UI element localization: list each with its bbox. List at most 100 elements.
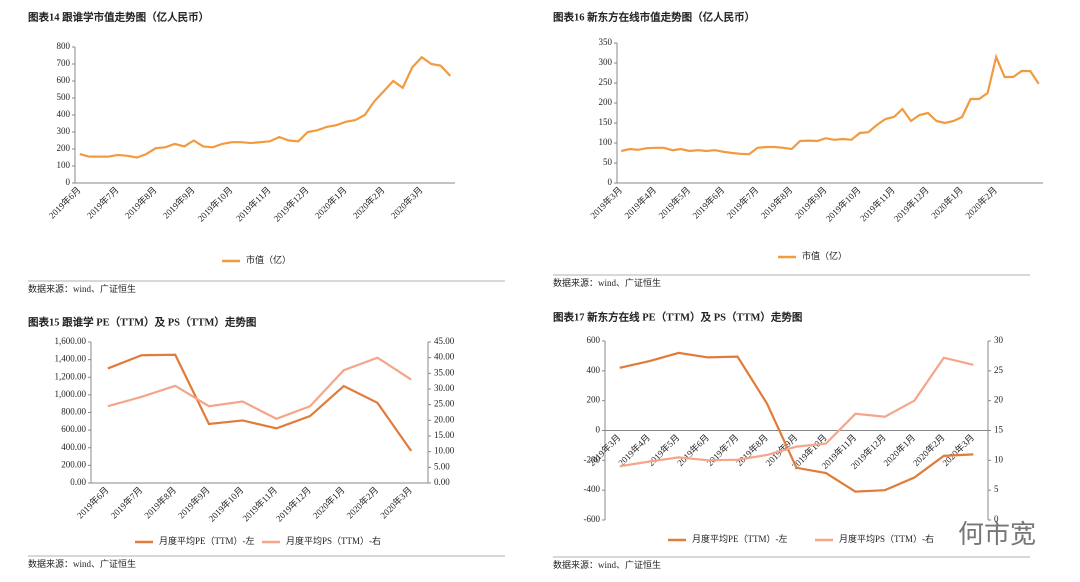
y-tick-label: 400 [587, 365, 601, 375]
legend-label: 月度平均PE（TTM）-左 [159, 535, 255, 546]
x-tick-label: 2020年3月 [378, 484, 414, 520]
y-tick-label: 400 [57, 109, 71, 119]
legend-label: 月度平均PS（TTM）-右 [839, 533, 934, 544]
series-line [107, 353, 413, 452]
series-line [619, 351, 974, 493]
x-tick-label: 2019年12月 [271, 184, 311, 224]
watermark: 何市宽 [958, 520, 1036, 549]
y-tick-label: 800.00 [61, 407, 86, 417]
y-tick-label: 600.00 [61, 424, 86, 434]
y2-tick-label: 20.00 [434, 414, 455, 424]
x-tick-label: 2019年6月 [74, 484, 110, 520]
x-tick-label: 2019年11月 [857, 184, 896, 223]
x-tick-label: 2020年3月 [388, 184, 424, 220]
source-note: 数据来源：wind、广证恒生 [553, 559, 661, 570]
y-tick-label: -400 [584, 484, 601, 494]
y-tick-label: 0 [596, 425, 601, 435]
y2-tick-label: 30.00 [434, 383, 455, 393]
y-tick-label: 300 [599, 57, 613, 67]
y-tick-label: 700 [57, 58, 71, 68]
x-tick-label: 2019年4月 [622, 184, 658, 220]
y-tick-label: 100 [57, 160, 71, 170]
x-tick-label: 2019年10月 [823, 184, 863, 224]
x-tick-label: 2019年6月 [46, 184, 82, 220]
series-line [79, 55, 452, 159]
y-tick-label: 200 [57, 143, 71, 153]
x-tick-label: 2020年3月 [940, 432, 976, 468]
source-note: 数据来源：wind、广证恒生 [553, 277, 661, 288]
x-tick-label: 2019年9月 [175, 484, 211, 520]
y-tick-label: 250 [599, 77, 613, 87]
y-tick-label: 50 [603, 157, 613, 167]
y-tick-label: 200.00 [61, 459, 86, 469]
source-note: 数据来源：wind、广证恒生 [28, 558, 136, 569]
x-tick-label: 2019年11月 [240, 484, 279, 523]
x-tick-label: 2020年1月 [312, 184, 348, 220]
x-tick-label: 2019年7月 [108, 484, 144, 520]
y2-tick-label: 5 [994, 484, 999, 494]
x-tick-label: 2019年7月 [724, 184, 760, 220]
y-tick-label: -600 [584, 514, 601, 524]
y2-tick-label: 25.00 [434, 399, 455, 409]
x-tick-label: 2019年7月 [84, 184, 120, 220]
x-tick-label: 2019年12月 [891, 184, 931, 224]
series-line [107, 356, 412, 420]
y2-tick-label: 0.00 [434, 477, 450, 487]
x-tick-label: 2020年2月 [344, 484, 380, 520]
y2-tick-label: 15.00 [434, 430, 455, 440]
y-tick-label: 1,200.00 [55, 371, 87, 381]
y2-tick-label: 45.00 [434, 336, 455, 346]
legend-label: 月度平均PS（TTM）-右 [286, 535, 381, 546]
chart-title: 图表17 新东方在线 PE（TTM）及 PS（TTM）走势图 [553, 310, 802, 323]
y2-tick-label: 10 [994, 454, 1004, 464]
x-tick-label: 2019年12月 [273, 484, 313, 524]
x-tick-label: 2019年11月 [233, 184, 272, 223]
y2-tick-label: 35.00 [434, 367, 455, 377]
x-tick-label: 2020年1月 [310, 484, 346, 520]
y2-tick-label: 30 [994, 335, 1004, 345]
legend-label: 市值（亿） [246, 254, 291, 265]
x-tick-label: 2020年2月 [350, 184, 386, 220]
x-tick-label: 2019年8月 [122, 184, 158, 220]
x-tick-label: 2019年10月 [206, 484, 246, 524]
x-tick-label: 2019年8月 [142, 484, 178, 520]
series-line [619, 356, 974, 468]
x-tick-label: 2019年9月 [160, 184, 196, 220]
x-tick-label: 2019年10月 [195, 184, 235, 224]
y2-tick-label: 15 [994, 425, 1004, 435]
chart-title: 图表15 跟谁学 PE（TTM）及 PS（TTM）走势图 [28, 315, 256, 328]
y-tick-label: 1,600.00 [55, 336, 87, 346]
y-tick-label: 0.00 [70, 477, 86, 487]
y-tick-label: 150 [599, 117, 613, 127]
y-tick-label: 200 [587, 395, 601, 405]
x-tick-label: 2019年9月 [792, 184, 828, 220]
y2-tick-label: 40.00 [434, 352, 455, 362]
x-tick-label: 2020年2月 [963, 184, 999, 220]
x-tick-label: 2019年6月 [690, 184, 726, 220]
x-tick-label: 2019年3月 [588, 184, 624, 220]
y-tick-label: 350 [599, 37, 613, 47]
y2-tick-label: 20 [994, 395, 1004, 405]
legend-label: 月度平均PE（TTM）-左 [692, 533, 788, 544]
x-tick-label: 2020年1月 [929, 184, 965, 220]
y-tick-label: 1,000.00 [55, 389, 87, 399]
y-tick-label: 400.00 [61, 442, 86, 452]
y2-tick-label: 0 [994, 514, 999, 524]
y-tick-label: 100 [599, 137, 613, 147]
y-tick-label: -200 [584, 454, 601, 464]
y-tick-label: 600 [57, 75, 71, 85]
chart-title: 图表14 跟谁学市值走势图（亿人民币） [28, 10, 209, 23]
y-tick-label: 800 [57, 41, 71, 51]
y2-tick-label: 10.00 [434, 446, 455, 456]
legend-label: 市值（亿） [802, 250, 847, 261]
y-tick-label: 1,400.00 [55, 354, 87, 364]
y-tick-label: 0 [608, 177, 613, 187]
y-tick-label: 0 [66, 177, 71, 187]
y-tick-label: 200 [599, 97, 613, 107]
y-tick-label: 300 [57, 126, 71, 136]
series-line [621, 53, 1040, 156]
source-note: 数据来源：wind、广证恒生 [28, 283, 136, 294]
y-tick-label: 600 [587, 335, 601, 345]
